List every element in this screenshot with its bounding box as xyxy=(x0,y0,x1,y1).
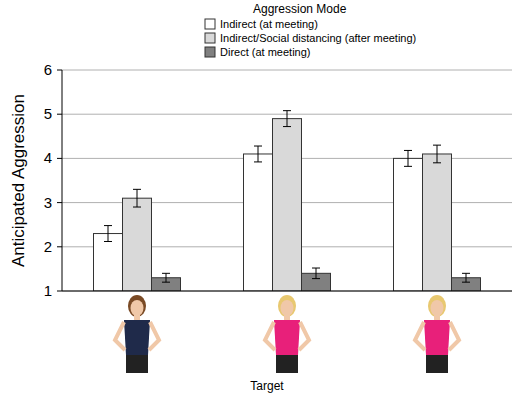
y-tick-label: 4 xyxy=(44,149,52,166)
error-bar xyxy=(162,273,170,282)
hair xyxy=(128,295,146,317)
bar xyxy=(94,234,123,291)
y-tick xyxy=(57,158,62,159)
legend-title: Aggression Mode xyxy=(253,2,347,16)
target-figure xyxy=(415,295,459,373)
shirt xyxy=(124,320,150,355)
error-bar-cap xyxy=(404,150,412,151)
hair xyxy=(278,295,296,317)
error-bar xyxy=(312,268,320,279)
legend-label: Indirect (at meeting) xyxy=(220,18,318,30)
grid-line xyxy=(62,291,512,292)
error-bar xyxy=(133,189,141,207)
y-tick xyxy=(57,70,62,71)
bar xyxy=(273,119,302,291)
y-tick-label: 2 xyxy=(44,238,52,255)
target-figure xyxy=(265,295,309,373)
error-bar-cap xyxy=(404,166,412,167)
error-bar-cap xyxy=(312,278,320,279)
error-bar-cap xyxy=(133,207,141,208)
pants xyxy=(126,355,148,373)
error-bar-cap xyxy=(104,241,112,242)
arm xyxy=(115,322,125,350)
bar xyxy=(244,154,273,291)
legend-label: Indirect/Social distancing (after meetin… xyxy=(220,32,416,44)
error-bar-cap xyxy=(162,273,170,274)
face xyxy=(281,300,294,316)
error-bar-line xyxy=(437,145,438,163)
legend-swatch xyxy=(205,19,215,29)
error-bar-cap xyxy=(162,282,170,283)
bar xyxy=(394,158,423,291)
legend-swatch xyxy=(205,47,215,57)
neck xyxy=(284,315,290,320)
y-tick-label: 1 xyxy=(44,282,52,299)
shirt xyxy=(274,320,300,355)
arm xyxy=(149,322,159,350)
error-bar-cap xyxy=(433,162,441,163)
error-bar-cap xyxy=(133,189,141,190)
error-bar xyxy=(254,146,262,162)
arm xyxy=(449,322,459,350)
y-tick xyxy=(57,202,62,203)
error-bar xyxy=(404,150,412,166)
error-bar-cap xyxy=(312,268,320,269)
error-bar-line xyxy=(166,273,167,282)
pants xyxy=(426,355,448,373)
error-bar-line xyxy=(137,189,138,207)
y-axis-label: Anticipated Aggression xyxy=(9,94,28,267)
arm xyxy=(299,322,309,350)
bars xyxy=(94,111,481,291)
neck xyxy=(134,315,140,320)
error-bar xyxy=(104,226,112,242)
target-figure xyxy=(115,295,159,373)
y-tick-label: 5 xyxy=(44,105,52,122)
x-axis-label: Target xyxy=(250,379,284,393)
y-tick xyxy=(57,114,62,115)
shirt xyxy=(424,320,450,355)
arm xyxy=(265,322,275,350)
error-bar xyxy=(462,273,470,282)
x-axis xyxy=(62,291,512,292)
y-axis xyxy=(62,70,63,291)
pants xyxy=(276,355,298,373)
face xyxy=(431,300,444,316)
y-tick xyxy=(57,246,62,247)
legend-swatch xyxy=(205,33,215,43)
error-bar-line xyxy=(258,146,259,162)
legend-label: Direct (at meeting) xyxy=(220,46,310,58)
hair xyxy=(428,295,446,317)
grid-line xyxy=(62,70,512,71)
neck xyxy=(434,315,440,320)
error-bar-line xyxy=(408,150,409,166)
error-bar-line xyxy=(316,268,317,279)
error-bar-cap xyxy=(462,273,470,274)
error-bar-line xyxy=(287,111,288,127)
error-bar-cap xyxy=(433,145,441,146)
error-bar-cap xyxy=(283,110,291,111)
error-bar-cap xyxy=(462,282,470,283)
y-tick-label: 3 xyxy=(44,194,52,211)
error-bar-line xyxy=(466,273,467,282)
arm xyxy=(415,322,425,350)
face xyxy=(131,300,144,316)
error-bar-cap xyxy=(283,126,291,127)
error-bar xyxy=(283,111,291,127)
error-bar-line xyxy=(108,226,109,242)
error-bar xyxy=(433,145,441,163)
y-tick xyxy=(57,291,62,292)
bar xyxy=(423,154,452,291)
error-bar-cap xyxy=(104,225,112,226)
y-tick-label: 6 xyxy=(44,61,52,78)
bar xyxy=(123,198,152,291)
error-bar-cap xyxy=(254,146,262,147)
error-bar-cap xyxy=(254,161,262,162)
